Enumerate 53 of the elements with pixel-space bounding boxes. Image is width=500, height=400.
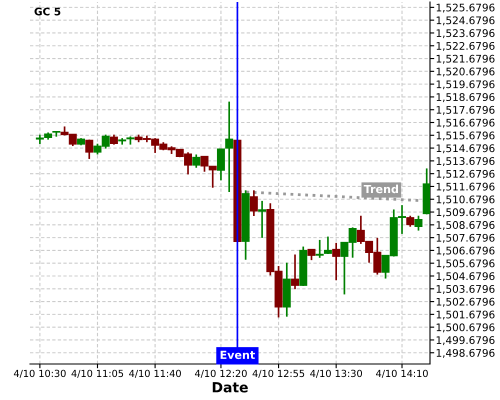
candlestick <box>258 200 266 239</box>
y-tick-label: 1,504.6796 <box>436 272 495 282</box>
x-tick-label: 4/10 12:55 <box>252 370 304 378</box>
y-tick-label: 1,510.6796 <box>436 195 495 204</box>
x-tick-label: 4/10 12:20 <box>194 370 247 378</box>
candlestick <box>406 214 414 228</box>
candlestick <box>110 134 118 146</box>
y-tick-label: 1,498.6796 <box>436 348 495 358</box>
y-tick-label: 1,507.6796 <box>436 234 495 243</box>
candlestick <box>291 254 300 290</box>
candlestick <box>316 239 324 259</box>
ref-line-label: Event <box>220 350 255 360</box>
y-tick-label: 1,523.6796 <box>436 29 495 38</box>
candlestick <box>192 154 200 169</box>
y-tick-label: 1,515.6796 <box>436 132 495 140</box>
x-tick-label: 4/10 11:40 <box>129 370 181 378</box>
y-tick-label: 1,514.6796 <box>436 144 495 154</box>
y-tick-label: 1,509.6796 <box>436 208 495 218</box>
x-axis-title: Date <box>212 382 248 392</box>
x-tick-label: 4/10 10:30 <box>14 370 66 378</box>
y-tick-label: 1,518.6796 <box>436 93 495 102</box>
candlestick <box>414 214 422 232</box>
y-tick-label: 1,500.6796 <box>436 323 495 332</box>
candlestick <box>85 138 94 160</box>
y-tick-label: 1,505.6796 <box>436 259 495 268</box>
candlestick <box>216 148 225 182</box>
y-tick-label: 1,519.6796 <box>436 80 495 90</box>
y-tick-label: 1,502.6796 <box>436 298 495 307</box>
candlestick <box>225 100 234 193</box>
x-tick-label: 4/10 13:30 <box>310 370 362 378</box>
y-tick-label: 1,521.6796 <box>436 54 495 64</box>
x-tick-label: 4/10 14:10 <box>376 370 428 378</box>
y-tick-label: 1,517.6796 <box>436 106 495 115</box>
y-tick-label: 1,522.6796 <box>436 42 495 51</box>
candlestick <box>324 236 332 255</box>
y-tick-label: 1,525.6796 <box>436 4 495 13</box>
y-tick-label: 1,508.6796 <box>436 221 495 230</box>
y-tick-label: 1,501.6796 <box>436 310 495 320</box>
y-tick-label: 1,511.6796 <box>436 182 495 192</box>
y-tick-label: 1,524.6796 <box>436 16 495 26</box>
y-tick-label: 1,520.6796 <box>436 68 495 77</box>
candlestick <box>332 242 340 282</box>
x-tick-label: 4/10 11:05 <box>71 370 124 378</box>
y-tick-label: 1,512.6796 <box>436 170 495 179</box>
y-tick-label: 1,506.6796 <box>436 246 495 256</box>
y-tick-label: 1,499.6796 <box>436 336 495 346</box>
chart-title: GC 5 <box>34 8 60 16</box>
candlestick <box>307 248 316 261</box>
y-tick-label: 1,503.6796 <box>436 285 495 294</box>
series-label: Trend <box>364 184 398 194</box>
y-tick-label: 1,516.6796 <box>436 118 495 128</box>
y-tick-label: 1,513.6796 <box>436 157 495 166</box>
candlestick <box>250 189 258 217</box>
